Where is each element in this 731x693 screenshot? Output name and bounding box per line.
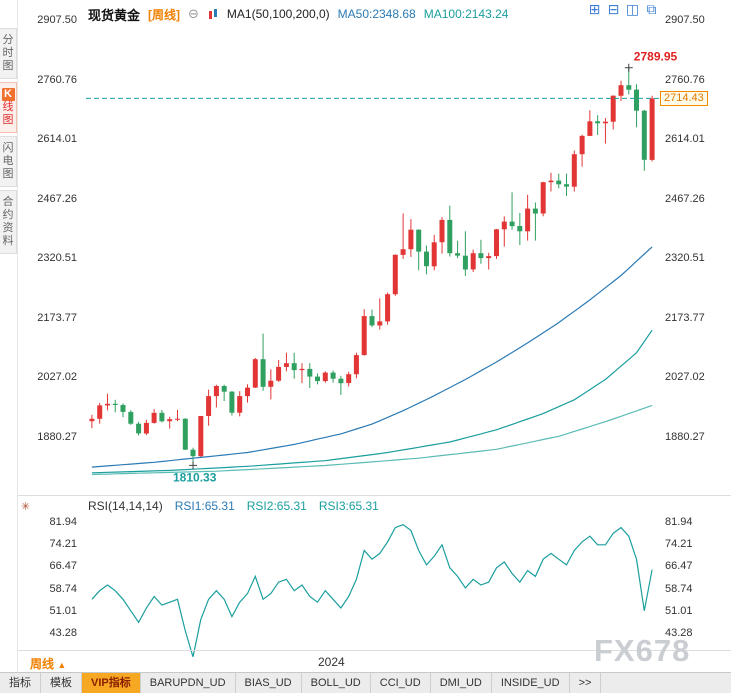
rsi-params-label[interactable]: RSI(14,14,14) <box>88 499 163 513</box>
ma100-value: MA100:2143.24 <box>423 7 509 21</box>
rsi-header: RSI(14,14,14) RSI1:65.31 RSI2:65.31 RSI3… <box>88 499 379 513</box>
price-axis-label: 2760.76 <box>37 74 77 86</box>
sidebar-item-char: 料 <box>2 235 14 247</box>
sidebar-item-char: 图 <box>2 168 14 180</box>
price-axis-label: 2614.01 <box>665 133 705 145</box>
tab-vip-indicators[interactable]: VIP指标 <box>82 673 141 693</box>
symbol-name: 现货黄金 <box>88 7 141 23</box>
high-price-label: 2789.95 <box>634 50 678 64</box>
split-vertical-icon[interactable]: ◫ <box>625 1 640 17</box>
rsi-axis-label: 58.74 <box>665 583 693 595</box>
chart-header: 现货黄金 [周线] ⊖ MA1(50,100,200,0) MA50:2348.… <box>88 5 508 23</box>
indicator-settings-icon[interactable]: ✳ <box>21 501 31 513</box>
watermark: FX678 <box>594 633 691 668</box>
price-axis-left: 2907.50 2760.76 2614.01 2467.26 2320.51 2173.… <box>28 0 80 693</box>
sidebar-item-char: K <box>1 88 15 101</box>
rsi-axis-label: 74.21 <box>49 538 77 550</box>
price-axis-label: 2027.02 <box>665 371 705 383</box>
rsi-axis-label: 51.01 <box>665 605 693 617</box>
price-axis-label: 2907.50 <box>37 14 77 26</box>
sidebar-item-char: 电 <box>2 155 14 167</box>
rsi3-value: RSI3:65.31 <box>318 499 379 513</box>
sidebar-item-char: 分 <box>2 34 14 46</box>
current-price-tag: 2714.43 <box>660 91 708 106</box>
sidebar-divider <box>17 0 18 672</box>
candlestick-mini-icon <box>207 8 219 20</box>
price-axis-label: 1880.27 <box>665 431 705 443</box>
candles-layer <box>89 67 655 466</box>
split-horizontal-icon[interactable]: ⊟ <box>607 1 620 17</box>
tab-indicators[interactable]: 指标 <box>0 673 41 693</box>
tab-barupdn-ud[interactable]: BARUPDN_UD <box>141 673 236 693</box>
price-axis-label: 2173.77 <box>37 312 77 324</box>
ma100-line <box>91 329 653 474</box>
rsi-axis-label: 81.94 <box>49 516 77 528</box>
timeframe-selector[interactable]: 周线 ▲ <box>30 655 66 672</box>
x-axis-year-label: 2024 <box>318 655 345 669</box>
sidebar-item-contract-info[interactable]: 合约资料 <box>0 190 17 254</box>
tab-more[interactable]: >> <box>570 673 602 693</box>
tab-cci-ud[interactable]: CCI_UD <box>371 673 431 693</box>
price-axis-label: 2467.26 <box>37 193 77 205</box>
ma50-value: MA50:2348.68 <box>337 7 416 21</box>
price-axis-label: 2907.50 <box>665 14 705 26</box>
price-axis-label: 2467.26 <box>665 193 705 205</box>
sidebar-item-char: 约 <box>2 209 14 221</box>
rsi-axis-label: 43.28 <box>665 627 693 639</box>
grid-layout-icon[interactable]: ⊞ <box>588 1 601 17</box>
price-axis-label: 1880.27 <box>37 431 77 443</box>
rsi-axis-label: 66.47 <box>665 560 693 572</box>
sidebar-item-char: 图 <box>2 114 14 126</box>
rsi-axis-label: 74.21 <box>665 538 693 550</box>
chart-layout-toolbar: ⊞ ⊟ ◫ ⧉ <box>587 2 659 17</box>
triangle-up-icon: ▲ <box>57 660 67 670</box>
sidebar-item-char: 时 <box>2 47 14 59</box>
rsi2-value: RSI2:65.31 <box>246 499 307 513</box>
price-axis-label: 2173.77 <box>665 312 705 324</box>
sidebar-item-char: 资 <box>2 222 14 234</box>
tab-boll-ud[interactable]: BOLL_UD <box>302 673 371 693</box>
price-axis-right: 2907.50 2760.76 2614.01 2467.26 2320.51 2173.… <box>664 0 718 693</box>
tab-inside-ud[interactable]: INSIDE_UD <box>492 673 570 693</box>
sidebar-item-char: 图 <box>2 60 14 72</box>
sidebar-item-char: 闪 <box>2 142 14 154</box>
rsi-line <box>91 524 653 657</box>
sidebar-item-char: 合 <box>2 196 14 208</box>
price-axis-label: 2320.51 <box>665 252 705 264</box>
sidebar-item-char: 线 <box>2 101 14 113</box>
timeframe-tag: [周线] <box>148 7 181 22</box>
price-axis-label: 2614.01 <box>37 133 77 145</box>
low-price-label: 1810.33 <box>173 470 217 484</box>
sidebar-item-lightning[interactable]: 闪电图 <box>0 136 17 187</box>
bottom-tab-bar: 指标 模板 VIP指标 BARUPDN_UD BIAS_UD BOLL_UD CCI_UD D… <box>0 672 731 693</box>
price-axis-label: 2027.02 <box>37 371 77 383</box>
price-axis-label: 2760.76 <box>665 74 705 86</box>
x-axis-strip: 周线 ▲ 2024 <box>18 650 731 672</box>
ma200-line <box>91 404 653 476</box>
tab-bias-ud[interactable]: BIAS_UD <box>236 673 302 693</box>
tab-templates[interactable]: 模板 <box>41 673 82 693</box>
rsi1-value: RSI1:65.31 <box>174 499 235 513</box>
sidebar-item-time-share[interactable]: 分时图 <box>0 28 17 79</box>
ma50-line <box>91 246 653 468</box>
rsi-axis-label: 66.47 <box>49 560 77 572</box>
ma-settings-label[interactable]: MA1(50,100,200,0) <box>226 7 330 21</box>
timeframe-label: 周线 <box>30 657 55 671</box>
panel-divider <box>18 495 731 496</box>
rsi-axis-label: 58.74 <box>49 583 77 595</box>
price-axis-label: 2320.51 <box>37 252 77 264</box>
tab-dmi-ud[interactable]: DMI_UD <box>431 673 492 693</box>
rsi-axis-label: 43.28 <box>49 627 77 639</box>
rsi-axis-label: 81.94 <box>665 516 693 528</box>
collapse-icon[interactable]: ⊖ <box>188 6 199 21</box>
multi-window-icon[interactable]: ⧉ <box>646 1 657 17</box>
rsi-axis-label: 51.01 <box>49 605 77 617</box>
